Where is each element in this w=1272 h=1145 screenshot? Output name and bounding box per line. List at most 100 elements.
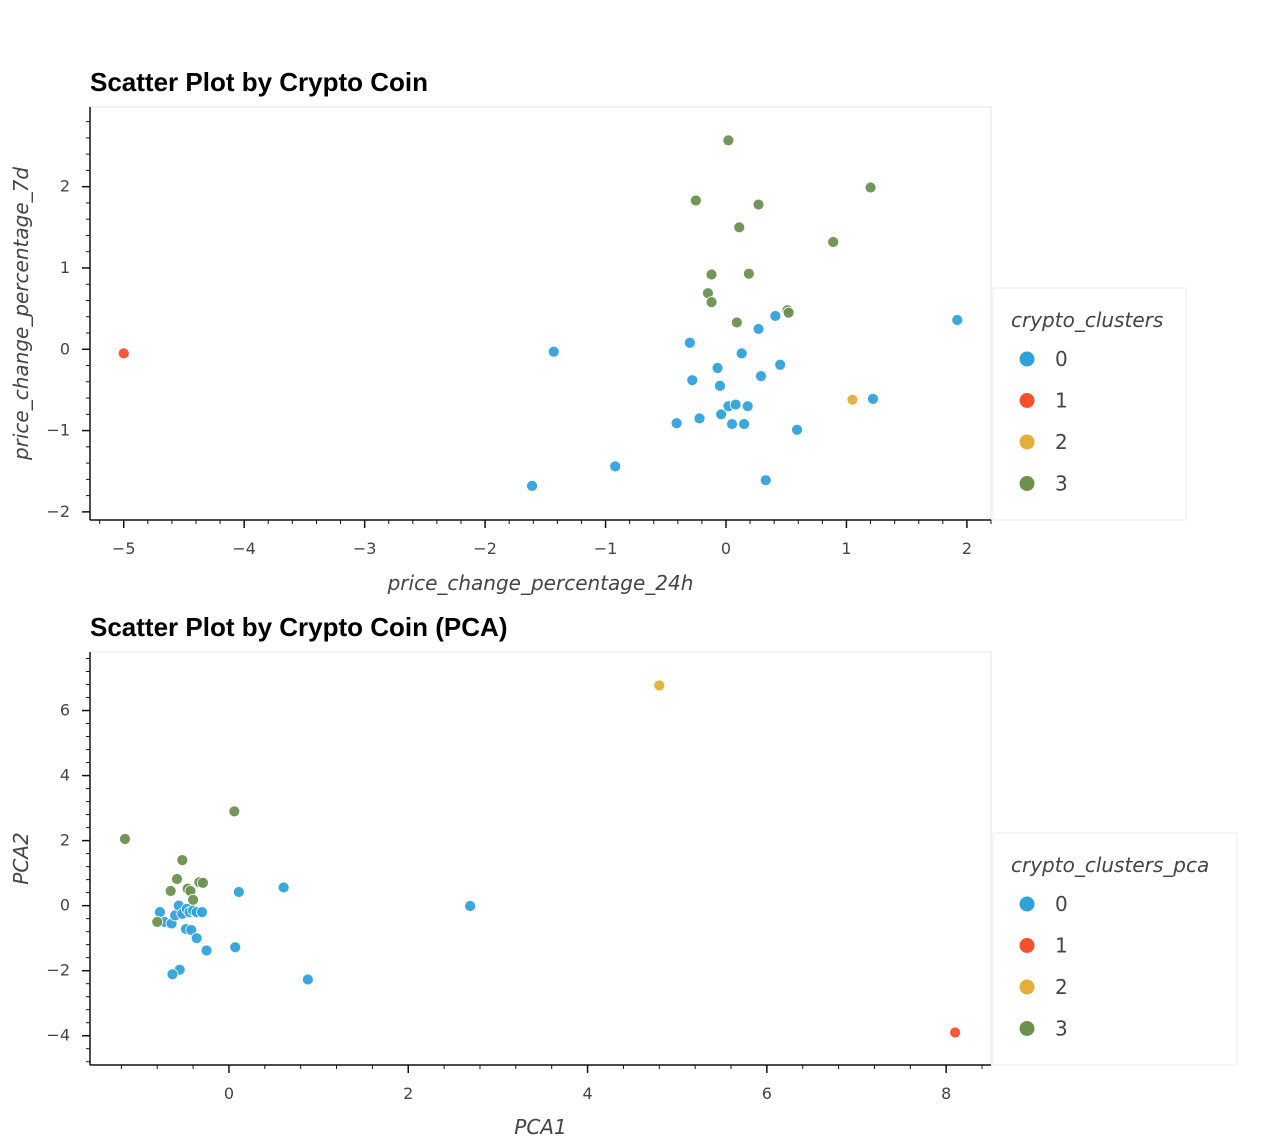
data-point-cluster-0	[683, 336, 696, 349]
data-point-cluster-3	[722, 134, 735, 147]
legend-title: crypto_clusters	[1011, 308, 1163, 332]
y-tick-label: −4	[46, 1026, 70, 1045]
legend-label: 0	[1055, 347, 1068, 371]
legend-marker	[1019, 938, 1035, 953]
legend-label: 0	[1055, 892, 1068, 916]
x-axis-label: price_change_percentage_24h	[387, 571, 694, 595]
y-axis-label: price_change_percentage_7d	[9, 167, 33, 461]
x-tick-label: 4	[582, 1084, 592, 1103]
data-point-cluster-1	[949, 1026, 962, 1039]
y-axis-label: PCA2	[9, 832, 33, 884]
data-point-cluster-0	[711, 362, 724, 374]
data-point-cluster-3	[752, 198, 765, 211]
x-tick-label: −4	[232, 539, 256, 558]
y-tick-label: 0	[60, 896, 70, 915]
data-point-cluster-0	[670, 417, 683, 430]
data-point-cluster-0	[547, 345, 560, 358]
legend-label: 2	[1055, 430, 1068, 454]
x-tick-label: −1	[594, 539, 618, 558]
data-point-cluster-0	[714, 379, 726, 392]
legend-marker	[1019, 351, 1035, 367]
chart-2: Scatter Plot by Crypto Coin (PCA) PCA1 PCA…	[9, 612, 1238, 1139]
x-tick-label: 6	[762, 1084, 772, 1103]
x-tick-label: 8	[941, 1084, 951, 1103]
data-point-cluster-0	[741, 400, 754, 413]
data-point-cluster-3	[176, 854, 189, 867]
data-point-cluster-0	[738, 418, 750, 430]
data-point-cluster-0	[166, 968, 179, 981]
data-point-cluster-3	[187, 893, 199, 906]
legend-marker	[1019, 1021, 1035, 1036]
data-point-cluster-3	[151, 916, 164, 928]
y-tick-label: −2	[46, 961, 70, 980]
y-tick-label: −2	[46, 502, 70, 521]
data-point-cluster-3	[782, 306, 795, 319]
chart-1: Scatter Plot by Crypto Coin price_change_…	[9, 67, 1187, 595]
legend-label: 1	[1055, 934, 1068, 958]
data-point-cluster-3	[119, 833, 131, 845]
data-point-cluster-3	[742, 267, 755, 280]
legend-title: crypto_clusters_pca	[1011, 853, 1209, 877]
data-point-cluster-0	[715, 408, 728, 421]
y-tick-label: 1	[60, 258, 70, 277]
data-point-cluster-0	[693, 412, 706, 425]
legend-label: 3	[1055, 472, 1068, 496]
data-point-cluster-0	[154, 906, 166, 919]
x-axis-label: PCA1	[514, 1115, 566, 1139]
y-tick-label: 6	[60, 701, 70, 720]
data-point-cluster-0	[774, 358, 787, 371]
data-point-cluster-0	[729, 398, 742, 411]
data-point-cluster-3	[197, 876, 209, 889]
data-point-cluster-0	[301, 973, 314, 986]
data-point-cluster-0	[185, 924, 198, 936]
legend-marker	[1019, 476, 1035, 491]
data-point-cluster-3	[733, 221, 746, 234]
x-tick-label: 0	[224, 1084, 234, 1103]
x-tick-label: 2	[962, 539, 972, 558]
data-point-cluster-0	[752, 323, 765, 335]
data-point-cluster-3	[705, 296, 718, 309]
data-point-cluster-1	[117, 347, 130, 360]
data-point-cluster-0	[277, 881, 290, 894]
data-point-cluster-0	[686, 374, 699, 387]
x-tick-label: −5	[112, 539, 136, 558]
data-point-cluster-2	[846, 393, 859, 406]
x-tick-label: 2	[403, 1084, 413, 1103]
y-tick-label: 2	[60, 177, 70, 196]
legend: crypto_clusters_pca 0 1 2 3	[992, 832, 1238, 1066]
chart-title: Scatter Plot by Crypto Coin (PCA)	[90, 612, 507, 642]
legend: crypto_clusters 0 1 2 3	[992, 287, 1187, 521]
data-point-cluster-0	[951, 314, 964, 326]
data-point-cluster-0	[867, 392, 879, 405]
data-point-cluster-0	[791, 423, 803, 436]
plot-frame	[89, 651, 992, 1066]
data-point-cluster-3	[164, 885, 177, 897]
x-tick-label: 0	[721, 539, 731, 558]
plot-frame	[89, 106, 992, 521]
data-point-cluster-0	[464, 900, 477, 912]
legend-label: 1	[1055, 389, 1068, 413]
data-point-cluster-0	[735, 347, 748, 360]
data-point-cluster-0	[200, 944, 213, 957]
data-point-cluster-3	[689, 194, 702, 207]
legend-marker	[1019, 896, 1035, 912]
y-tick-label: 2	[60, 831, 70, 850]
data-point-cluster-0	[759, 474, 772, 487]
data-point-cluster-0	[229, 941, 242, 954]
data-point-cluster-2	[653, 679, 666, 692]
x-tick-label: 1	[841, 539, 851, 558]
y-tick-label: −1	[46, 421, 70, 440]
y-tick-label: 4	[60, 766, 70, 785]
data-point-cluster-3	[864, 181, 877, 194]
data-point-cluster-3	[705, 268, 718, 281]
x-tick-label: −3	[353, 539, 377, 558]
data-point-cluster-0	[190, 932, 203, 945]
y-tick-label: 0	[60, 339, 70, 358]
legend-marker	[1019, 393, 1035, 408]
data-point-cluster-0	[755, 370, 767, 383]
data-point-cluster-0	[196, 906, 208, 919]
legend-label: 2	[1055, 975, 1068, 999]
x-tick-label: −2	[473, 539, 497, 558]
legend-marker	[1019, 979, 1035, 995]
data-point-cluster-0	[609, 460, 622, 473]
